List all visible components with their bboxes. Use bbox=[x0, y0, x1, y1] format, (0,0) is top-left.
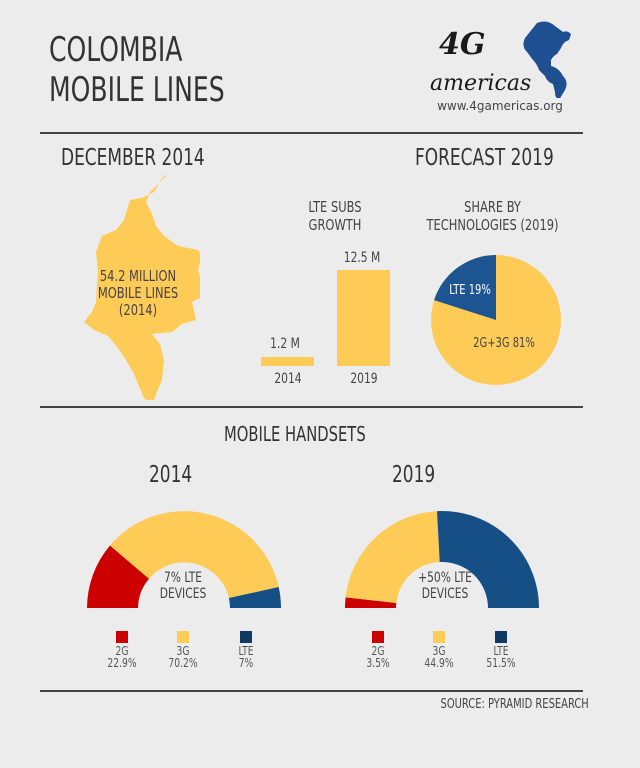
legend-label: 2G bbox=[115, 644, 129, 658]
4g-americas-logo: 4G americas bbox=[425, 18, 585, 118]
handsets-2014-year: 2014 bbox=[149, 462, 193, 488]
bar-title-line-2: GROWTH bbox=[308, 216, 362, 234]
center-2019-line-1: +50% LTE bbox=[418, 570, 472, 586]
center-2014-line-1: 7% LTE bbox=[163, 570, 203, 586]
title-line-2: MOBILE LINES bbox=[49, 70, 225, 110]
pie-title-line-1: SHARE BY bbox=[464, 198, 521, 216]
svg-text:americas: americas bbox=[430, 71, 531, 96]
legend-label: LTE bbox=[238, 644, 254, 658]
pie-other-label: 2G+3G 81% bbox=[473, 336, 535, 351]
legend-value: 51.5% bbox=[486, 656, 516, 670]
mobile-handsets-title: MOBILE HANDSETS bbox=[224, 422, 366, 446]
legend-2014-3g: 3G 70.2% bbox=[162, 645, 205, 669]
map-label-line-1: 54.2 MILLION bbox=[99, 267, 177, 285]
legend-2019-3g: 3G 44.9% bbox=[418, 645, 461, 669]
legend-2019-2g: 2G 3.5% bbox=[357, 645, 400, 669]
center-2019-line-2: DEVICES bbox=[421, 586, 469, 602]
legend-2014-2g-swatch bbox=[116, 631, 128, 643]
technology-share-pie bbox=[431, 255, 561, 385]
handsets-2019-gauge bbox=[345, 510, 539, 608]
pie-lte-label: LTE 19% bbox=[449, 283, 491, 298]
handsets-2014-gauge bbox=[87, 511, 281, 608]
bar-2019 bbox=[337, 270, 390, 366]
lte-subs-growth-title: LTE SUBS GROWTH bbox=[301, 198, 369, 234]
legend-value: 44.9% bbox=[424, 656, 454, 670]
handsets-2014-center-label: 7% LTE DEVICES bbox=[149, 570, 217, 602]
source-note: SOURCE: PYRAMID RESEARCH bbox=[440, 697, 589, 712]
americas-map-icon: 4G americas bbox=[430, 21, 571, 100]
legend-label: 2G bbox=[371, 644, 385, 658]
map-label: 54.2 MILLION MOBILE LINES (2014) bbox=[87, 268, 189, 319]
legend-2019-3g-swatch bbox=[433, 631, 445, 643]
legend-label: LTE bbox=[493, 644, 509, 658]
colombia-map-icon bbox=[84, 175, 200, 400]
legend-value: 3.5% bbox=[366, 656, 390, 670]
divider-middle bbox=[40, 406, 583, 408]
legend-2019-2g-swatch bbox=[372, 631, 384, 643]
handsets-2019-year: 2019 bbox=[392, 462, 436, 488]
legend-label: 3G bbox=[176, 644, 190, 658]
bar-2014 bbox=[261, 357, 314, 366]
center-2014-line-2: DEVICES bbox=[159, 586, 207, 602]
map-label-line-3: (2014) bbox=[118, 301, 158, 319]
legend-value: 7% bbox=[238, 656, 254, 670]
bar-2019-year: 2019 bbox=[350, 371, 378, 387]
december-2014-title: DECEMBER 2014 bbox=[61, 145, 205, 171]
title-line-1: COLOMBIA bbox=[49, 30, 183, 70]
page-title: COLOMBIA MOBILE LINES bbox=[49, 30, 225, 110]
divider-top bbox=[40, 132, 583, 134]
bar-2014-year: 2014 bbox=[274, 371, 302, 387]
bar-2019-value: 12.5 M bbox=[343, 250, 381, 266]
legend-label: 3G bbox=[432, 644, 446, 658]
handsets-2019-center-label: +50% LTE DEVICES bbox=[407, 570, 484, 602]
svg-text:4G: 4G bbox=[439, 27, 486, 62]
pie-title-line-2: TECHNOLOGIES (2019) bbox=[426, 216, 559, 234]
legend-2019-lte: LTE 51.5% bbox=[480, 645, 523, 669]
bar-2014-value: 1.2 M bbox=[270, 336, 300, 352]
legend-2019-lte-swatch bbox=[495, 631, 507, 643]
legend-2014-2g: 2G 22.9% bbox=[101, 645, 144, 669]
legend-2014-lte-swatch bbox=[240, 631, 252, 643]
legend-value: 22.9% bbox=[107, 656, 137, 670]
forecast-2019-title: FORECAST 2019 bbox=[415, 145, 554, 171]
share-by-technologies-title: SHARE BY TECHNOLOGIES (2019) bbox=[418, 198, 567, 234]
divider-bottom bbox=[40, 690, 583, 692]
legend-value: 70.2% bbox=[168, 656, 198, 670]
legend-2014-lte: LTE 7% bbox=[225, 645, 268, 669]
map-label-line-2: MOBILE LINES bbox=[97, 284, 179, 302]
logo-url: www.4gamericas.org bbox=[437, 99, 563, 113]
bar-title-line-1: LTE SUBS bbox=[308, 198, 362, 216]
legend-2014-3g-swatch bbox=[177, 631, 189, 643]
